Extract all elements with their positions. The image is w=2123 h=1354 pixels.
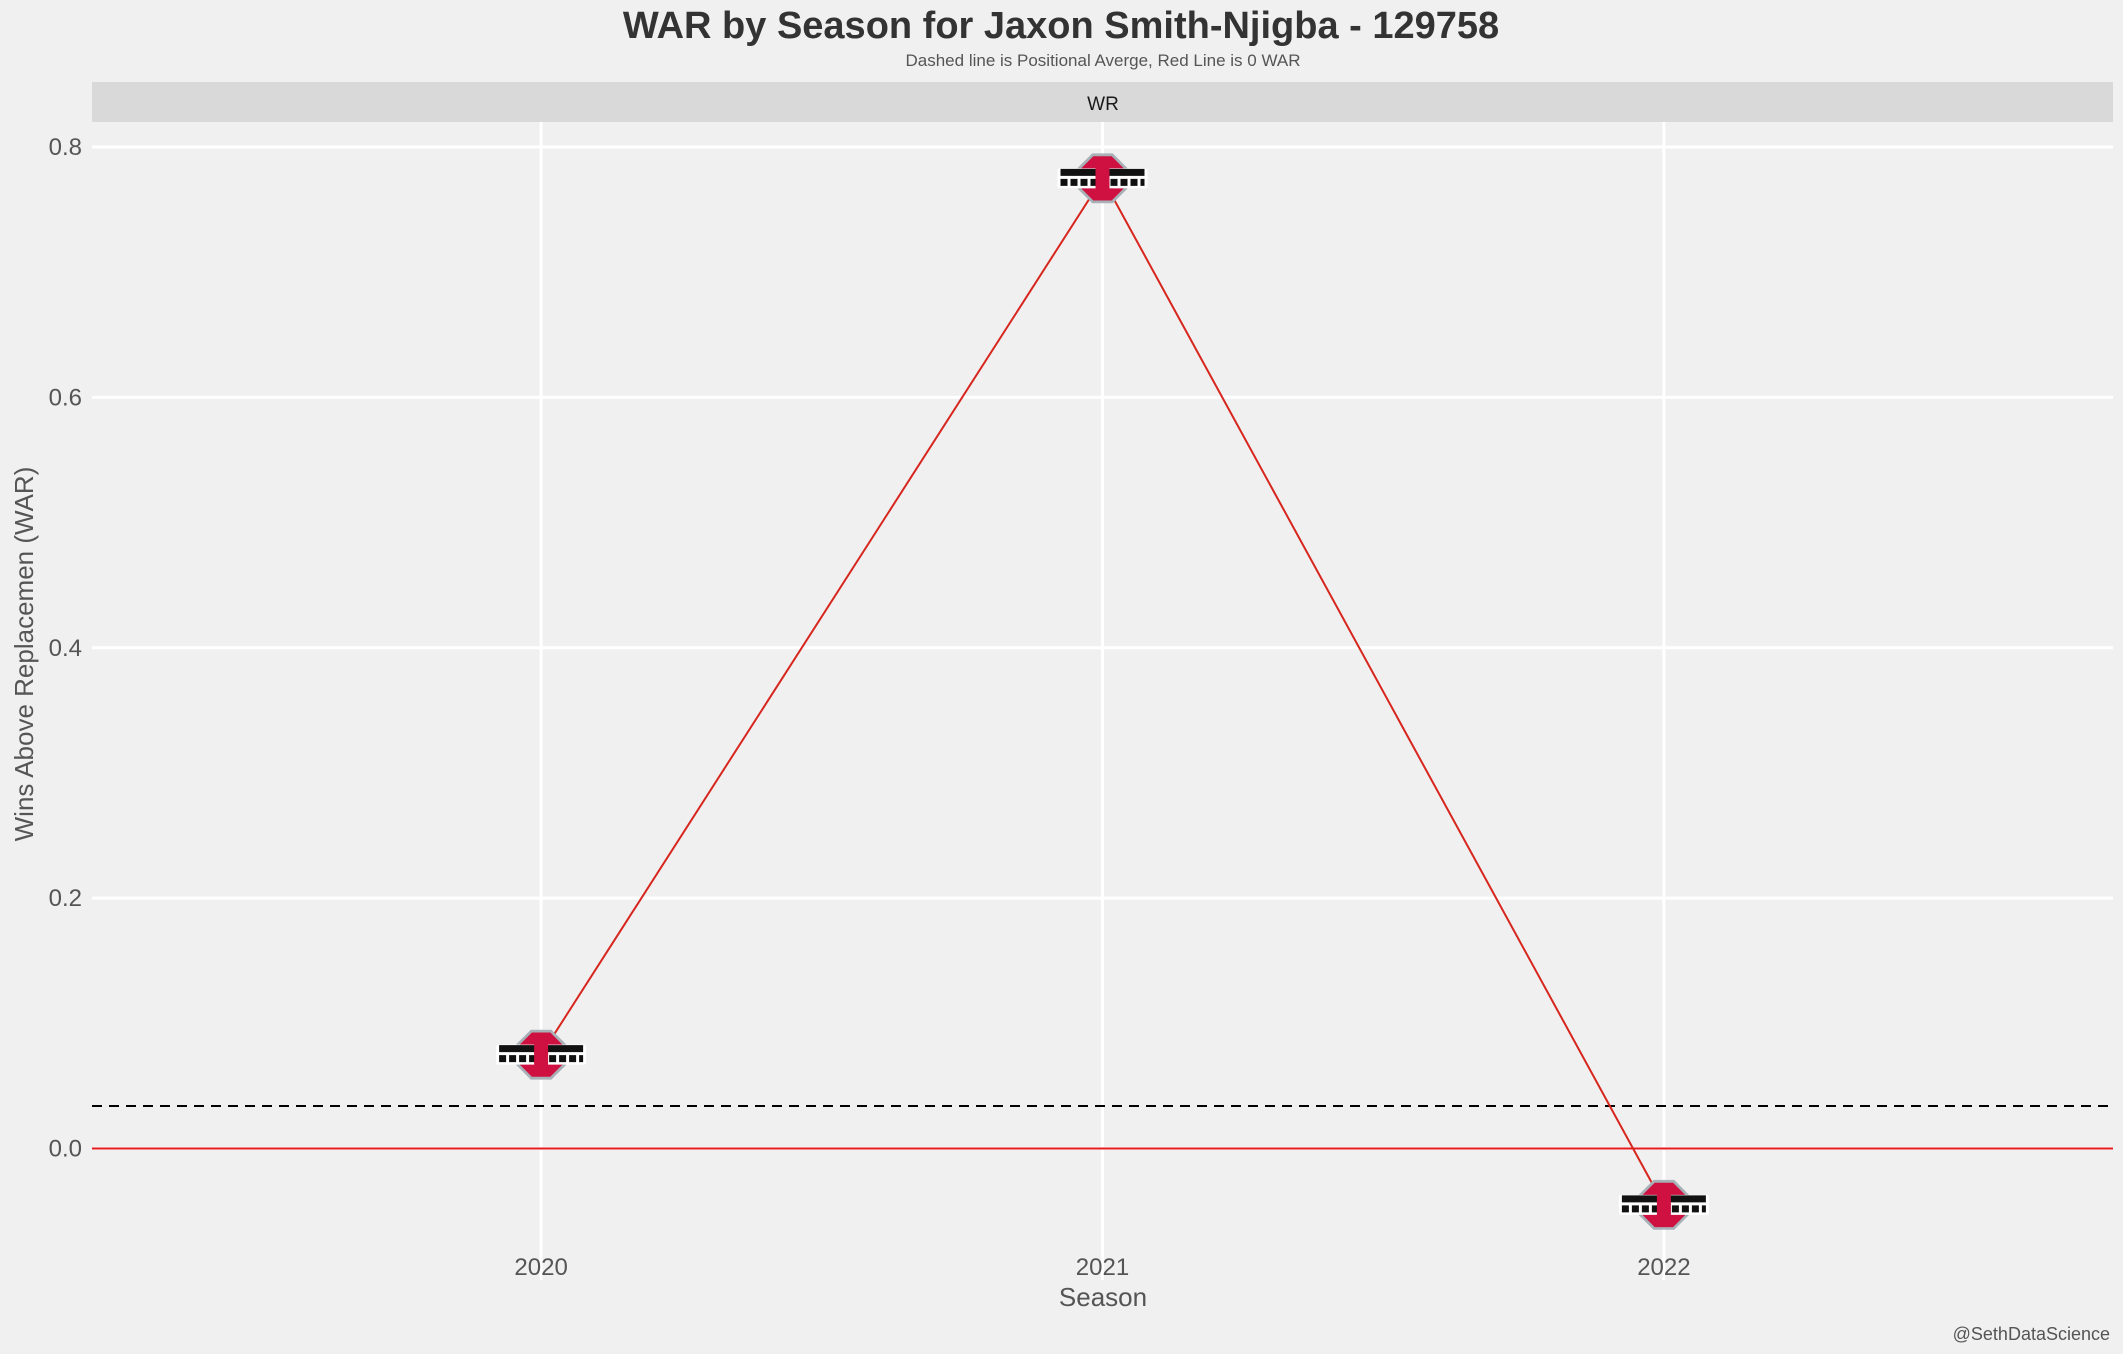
data-points [496,153,1709,1230]
y-tick-label: 0.4 [49,635,82,662]
reference-lines [92,1104,2113,1150]
facet-strip [92,82,2113,122]
ohio-state-logo-point [1618,1179,1709,1230]
y-tick-label: 0.8 [49,134,82,161]
ohio-state-logo-point [496,1029,587,1080]
chart-caption: @SethDataScience [1953,1324,2110,1344]
x-tick-label: 2022 [1637,1254,1690,1281]
x-tick-labels: 2020 2021 2022 [514,1254,1690,1281]
y-tick-labels: 0.0 0.2 0.4 0.6 0.8 [49,134,82,1163]
y-axis-title: Wins Above Replacemen (WAR) [9,467,39,842]
x-tick-label: 2020 [514,1254,567,1281]
y-tick-label: 0.6 [49,384,82,411]
ohio-state-logo-point [1057,153,1148,204]
y-tick-label: 0.0 [49,1136,82,1163]
facet-label: WR [1087,94,1119,115]
y-tick-label: 0.2 [49,885,82,912]
x-axis-title: Season [1059,1282,1147,1312]
chart-title: WAR by Season for Jaxon Smith-Njigba - 1… [623,5,1499,47]
chart-subtitle: Dashed line is Positional Averge, Red Li… [906,51,1301,70]
x-tick-label: 2021 [1076,1254,1129,1281]
